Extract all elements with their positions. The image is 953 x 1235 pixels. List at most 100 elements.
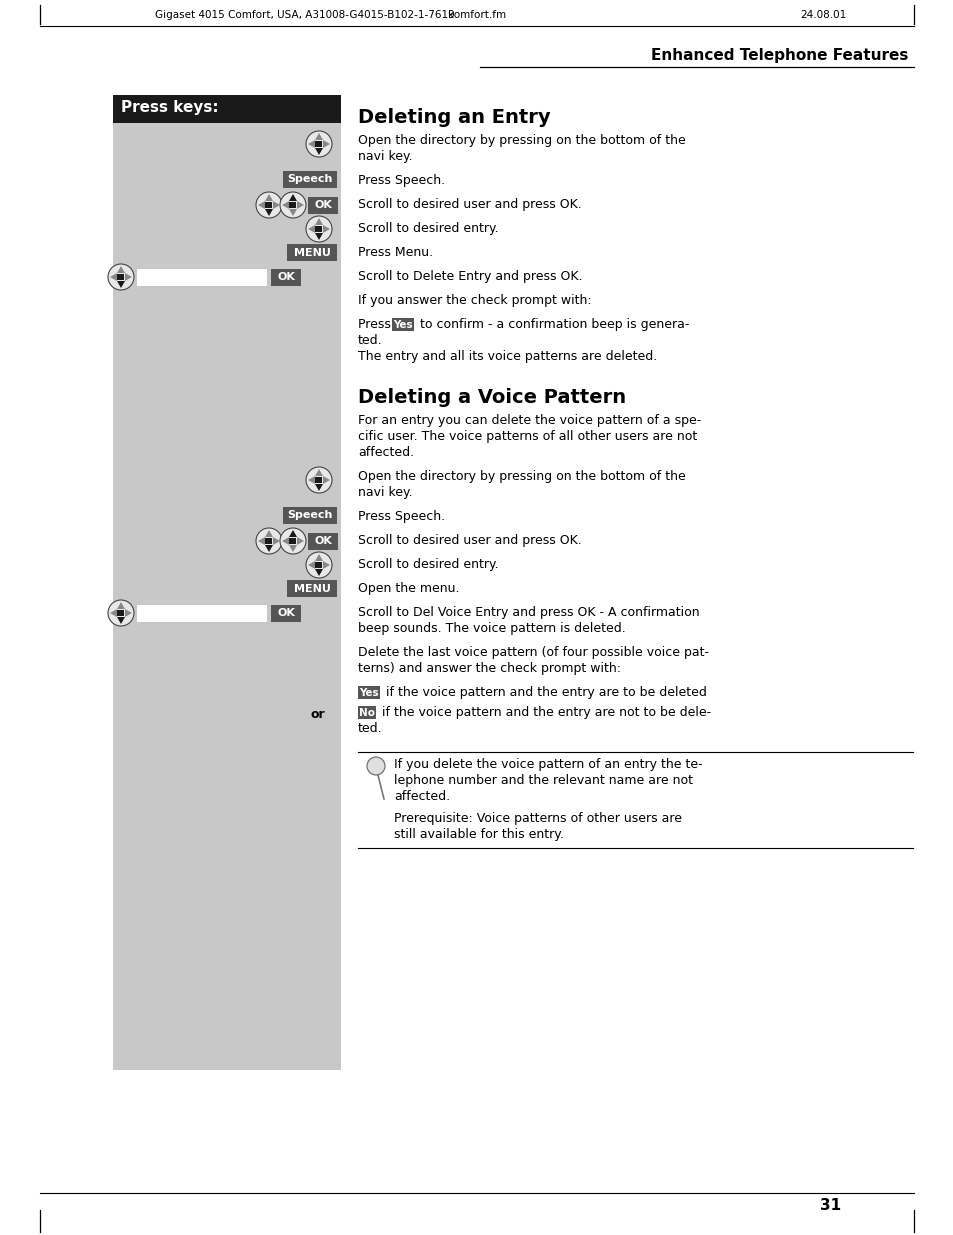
Text: affected.: affected. xyxy=(394,790,450,803)
Polygon shape xyxy=(265,209,273,216)
Bar xyxy=(315,141,322,147)
Polygon shape xyxy=(289,209,296,216)
Bar xyxy=(112,124,340,1070)
Polygon shape xyxy=(314,219,323,225)
Text: OK: OK xyxy=(276,609,294,619)
Polygon shape xyxy=(273,201,280,209)
Text: affected.: affected. xyxy=(357,446,414,459)
Polygon shape xyxy=(265,530,273,537)
Polygon shape xyxy=(117,618,125,624)
Text: Gigaset 4015 Comfort, USA, A31008-G4015-B102-1-7619: Gigaset 4015 Comfort, USA, A31008-G4015-… xyxy=(154,10,455,20)
Text: Open the directory by pressing on the bottom of the: Open the directory by pressing on the bo… xyxy=(357,135,685,147)
Text: Yes: Yes xyxy=(359,688,378,698)
Text: Scroll to desired entry.: Scroll to desired entry. xyxy=(357,558,498,571)
Text: navi key.: navi key. xyxy=(357,487,413,499)
Polygon shape xyxy=(314,233,323,240)
Bar xyxy=(392,317,414,331)
Bar xyxy=(137,605,267,622)
Text: beep sounds. The voice pattern is deleted.: beep sounds. The voice pattern is delete… xyxy=(357,622,625,635)
Text: MENU: MENU xyxy=(294,583,330,594)
Polygon shape xyxy=(117,266,125,273)
Text: Scroll to desired entry.: Scroll to desired entry. xyxy=(357,222,498,235)
Bar xyxy=(137,269,267,287)
Circle shape xyxy=(280,529,306,555)
Polygon shape xyxy=(323,225,330,233)
Text: Deleting a Voice Pattern: Deleting a Voice Pattern xyxy=(357,388,625,408)
Polygon shape xyxy=(314,555,323,561)
Bar xyxy=(117,274,125,280)
Text: Press Speech.: Press Speech. xyxy=(357,174,445,186)
Bar xyxy=(283,508,336,524)
Bar xyxy=(357,706,375,719)
Text: Press: Press xyxy=(357,317,395,331)
Text: Scroll to desired user and press OK.: Scroll to desired user and press OK. xyxy=(357,534,581,547)
Text: Yes: Yes xyxy=(393,320,413,330)
Polygon shape xyxy=(308,561,314,569)
Bar xyxy=(117,610,125,616)
Polygon shape xyxy=(289,530,296,537)
Polygon shape xyxy=(314,133,323,140)
Bar xyxy=(315,477,322,483)
Circle shape xyxy=(108,600,133,626)
Circle shape xyxy=(367,757,385,776)
Circle shape xyxy=(306,216,332,242)
Text: For an entry you can delete the voice pattern of a spe-: For an entry you can delete the voice pa… xyxy=(357,414,700,427)
Polygon shape xyxy=(273,537,280,545)
Polygon shape xyxy=(308,475,314,484)
Polygon shape xyxy=(314,569,323,576)
Bar xyxy=(308,534,337,550)
Text: Scroll to Del Voice Entry and press OK - A confirmation: Scroll to Del Voice Entry and press OK -… xyxy=(357,606,699,619)
Bar xyxy=(289,538,296,543)
Polygon shape xyxy=(265,194,273,201)
Text: OK: OK xyxy=(314,536,332,547)
Polygon shape xyxy=(257,537,265,545)
Circle shape xyxy=(306,552,332,578)
Bar xyxy=(283,170,336,188)
Bar xyxy=(265,203,273,207)
Polygon shape xyxy=(110,609,117,618)
Polygon shape xyxy=(323,561,330,569)
Text: 24.08.01: 24.08.01 xyxy=(800,10,845,20)
Text: Speech: Speech xyxy=(287,174,333,184)
Text: Press keys:: Press keys: xyxy=(121,100,218,115)
Text: Prerequisite: Voice patterns of other users are: Prerequisite: Voice patterns of other us… xyxy=(394,811,681,825)
Text: lephone number and the relevant name are not: lephone number and the relevant name are… xyxy=(394,774,692,787)
Text: cific user. The voice patterns of all other users are not: cific user. The voice patterns of all ot… xyxy=(357,430,697,443)
Polygon shape xyxy=(125,609,132,618)
Text: terns) and answer the check prompt with:: terns) and answer the check prompt with: xyxy=(357,662,620,676)
Text: Press Speech.: Press Speech. xyxy=(357,510,445,522)
Text: Delete the last voice pattern (of four possible voice pat-: Delete the last voice pattern (of four p… xyxy=(357,646,708,659)
Polygon shape xyxy=(110,273,117,282)
Bar xyxy=(289,203,296,207)
Bar xyxy=(287,580,336,597)
Text: ted.: ted. xyxy=(357,333,382,347)
Text: Deleting an Entry: Deleting an Entry xyxy=(357,107,550,127)
Text: Open the menu.: Open the menu. xyxy=(357,582,459,595)
Bar xyxy=(112,95,340,124)
Circle shape xyxy=(306,467,332,493)
Text: MENU: MENU xyxy=(294,247,330,258)
Bar xyxy=(315,562,322,568)
Polygon shape xyxy=(282,537,289,545)
Text: if the voice pattern and the entry are not to be dele-: if the voice pattern and the entry are n… xyxy=(377,706,710,719)
Text: Enhanced Telephone Features: Enhanced Telephone Features xyxy=(650,48,907,63)
Bar xyxy=(271,605,301,622)
Text: komfort.fm: komfort.fm xyxy=(448,10,505,20)
Polygon shape xyxy=(296,201,304,209)
Text: if the voice pattern and the entry are to be deleted: if the voice pattern and the entry are t… xyxy=(381,685,706,699)
Circle shape xyxy=(255,529,282,555)
Polygon shape xyxy=(323,140,330,148)
Polygon shape xyxy=(125,273,132,282)
Bar xyxy=(287,245,336,261)
Bar xyxy=(357,685,379,699)
Bar xyxy=(265,538,273,543)
Text: Speech: Speech xyxy=(287,510,333,520)
Circle shape xyxy=(306,131,332,157)
Text: still available for this entry.: still available for this entry. xyxy=(394,827,563,841)
Text: The entry and all its voice patterns are deleted.: The entry and all its voice patterns are… xyxy=(357,350,657,363)
Circle shape xyxy=(108,264,133,290)
Polygon shape xyxy=(296,537,304,545)
Text: If you answer the check prompt with:: If you answer the check prompt with: xyxy=(357,294,591,308)
Polygon shape xyxy=(308,140,314,148)
Text: navi key.: navi key. xyxy=(357,149,413,163)
